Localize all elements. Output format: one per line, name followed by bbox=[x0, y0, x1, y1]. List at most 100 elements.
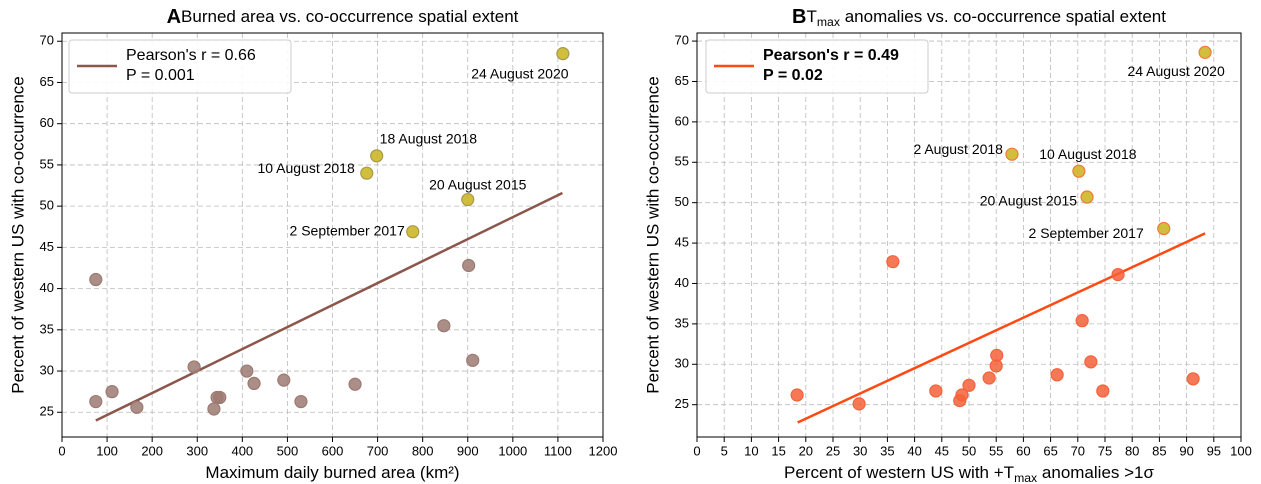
x-axis-label: Percent of western US with +Tmax anomali… bbox=[784, 463, 1155, 484]
y-tick-label: 70 bbox=[40, 33, 54, 48]
panel-label: A bbox=[167, 6, 181, 28]
x-tick-label: 50 bbox=[962, 443, 976, 458]
y-tick-label: 25 bbox=[675, 396, 689, 411]
point-label: 18 August 2018 bbox=[380, 131, 478, 147]
point bbox=[187, 360, 201, 374]
x-tick-label: 10 bbox=[744, 443, 758, 458]
y-tick-label: 35 bbox=[40, 321, 54, 336]
x-tick-label: 600 bbox=[322, 443, 344, 458]
x-tick-label: 15 bbox=[771, 443, 785, 458]
legend-box bbox=[705, 39, 929, 94]
text-part: anomalies >1σ bbox=[1037, 463, 1154, 482]
plot-frame bbox=[696, 32, 1242, 438]
text-part: max bbox=[1014, 471, 1037, 484]
y-tick-label: 30 bbox=[40, 362, 54, 377]
y-tick-label: 50 bbox=[675, 194, 689, 209]
x-tick-label: 100 bbox=[96, 443, 118, 458]
x-tick-label: 1200 bbox=[589, 443, 618, 458]
x-tick-label: 95 bbox=[1207, 443, 1221, 458]
y-tick-label: 60 bbox=[40, 115, 54, 130]
point-label: 10 August 2018 bbox=[1039, 146, 1137, 162]
point bbox=[213, 390, 227, 405]
x-tick-label: 20 bbox=[799, 443, 813, 458]
x-tick-label: 800 bbox=[412, 443, 434, 458]
legend-label: P = 0.02 bbox=[763, 67, 823, 84]
x-tick-label: 300 bbox=[186, 443, 208, 458]
point bbox=[990, 348, 1004, 362]
x-tick-label: 500 bbox=[277, 443, 299, 458]
legend-label: P = 0.001 bbox=[126, 67, 195, 84]
point bbox=[955, 388, 969, 402]
point-label: 24 August 2020 bbox=[1127, 63, 1225, 79]
point bbox=[105, 385, 119, 399]
point bbox=[1157, 221, 1171, 236]
point bbox=[466, 353, 480, 367]
x-tick-label: 0 bbox=[693, 443, 700, 458]
y-tick-label: 55 bbox=[675, 154, 689, 169]
fit-line bbox=[797, 232, 1206, 424]
legend-box bbox=[68, 39, 292, 94]
point bbox=[370, 149, 384, 163]
point-label: 2 August 2018 bbox=[913, 141, 1003, 157]
x-tick-label: 60 bbox=[1016, 443, 1030, 458]
chart-panel: 0 5 10 15 20 25 30 35 40 45 50 55 60 65 70 75 80 85 90 95 10… bbox=[643, 6, 1251, 484]
point bbox=[1111, 267, 1125, 282]
point-label: 20 August 2015 bbox=[980, 193, 1078, 209]
panel-label: B bbox=[792, 6, 806, 28]
point bbox=[1072, 164, 1086, 178]
x-tick-label: 70 bbox=[1071, 443, 1085, 458]
point-label: 24 August 2020 bbox=[471, 65, 569, 81]
x-tick-label: 25 bbox=[826, 443, 840, 458]
text-part: Burned area vs. co-occurrence spatial ex… bbox=[181, 7, 519, 26]
x-axis-label: Maximum daily burned area (km²) bbox=[205, 463, 459, 482]
x-tick-label: 200 bbox=[141, 443, 163, 458]
point bbox=[929, 384, 943, 398]
point bbox=[1186, 372, 1200, 386]
point bbox=[1084, 355, 1098, 369]
x-tick-label: 1100 bbox=[544, 443, 572, 458]
point bbox=[437, 319, 451, 333]
y-tick-label: 70 bbox=[675, 33, 689, 48]
y-tick-label: 35 bbox=[675, 315, 689, 330]
x-tick-label: 100 bbox=[1230, 443, 1252, 458]
y-tick-label: 60 bbox=[675, 113, 689, 128]
point-label: 10 August 2018 bbox=[257, 160, 355, 176]
point bbox=[247, 376, 261, 391]
point bbox=[962, 378, 976, 392]
chart-panel: 0 100 200 300 400 500 600 700 800 900 1000 1100 1200… bbox=[8, 6, 617, 482]
point bbox=[1096, 384, 1110, 398]
point bbox=[207, 402, 221, 416]
chart-title: BTmax anomalies vs. co-occurrence spatia… bbox=[792, 6, 1166, 29]
chart-title: ABurned area vs. co-occurrence spatial e… bbox=[167, 6, 519, 28]
point bbox=[89, 272, 103, 287]
point bbox=[461, 192, 475, 207]
point bbox=[462, 258, 476, 273]
y-tick-label: 40 bbox=[675, 275, 689, 290]
x-tick-label: 400 bbox=[231, 443, 253, 458]
legend: Pearson's r = 0.66 P = 0.001 bbox=[68, 39, 292, 94]
y-tick-label: 40 bbox=[40, 280, 54, 295]
point-label: 20 August 2015 bbox=[429, 176, 527, 192]
point bbox=[360, 166, 374, 180]
point bbox=[790, 388, 804, 402]
x-tick-label: 5 bbox=[721, 443, 728, 458]
text-part: Percent of western US with +T bbox=[784, 463, 1014, 482]
y-tick-label: 65 bbox=[40, 74, 54, 89]
point bbox=[240, 364, 254, 378]
point bbox=[886, 255, 900, 269]
point-label: 2 September 2017 bbox=[290, 222, 405, 238]
x-tick-label: 1000 bbox=[498, 443, 527, 458]
y-tick-label: 45 bbox=[675, 235, 689, 250]
text-part: anomalies vs. co-occurrence spatial exte… bbox=[840, 7, 1166, 26]
y-tick-label: 65 bbox=[675, 73, 689, 88]
point bbox=[348, 377, 362, 391]
point bbox=[89, 394, 103, 409]
x-tick-label: 40 bbox=[907, 443, 921, 458]
point bbox=[294, 394, 308, 409]
point bbox=[1050, 368, 1064, 382]
text-part: max bbox=[817, 15, 840, 29]
x-tick-label: 80 bbox=[1125, 443, 1139, 458]
x-tick-label: 55 bbox=[989, 443, 1003, 458]
x-tick-label: 85 bbox=[1152, 443, 1166, 458]
